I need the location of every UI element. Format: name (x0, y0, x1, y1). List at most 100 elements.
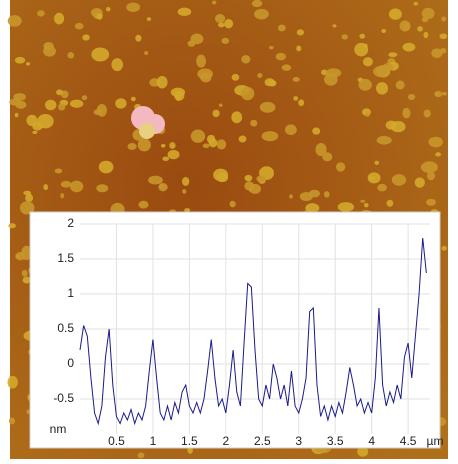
feature (8, 417, 16, 425)
x-tick-label: 0.5 (108, 434, 125, 448)
feature (60, 180, 72, 188)
feature (135, 34, 142, 42)
feature (249, 183, 261, 194)
feature (305, 203, 320, 213)
feature (187, 446, 193, 454)
feature (58, 103, 66, 111)
x-tick-label: 4 (368, 434, 375, 448)
feature (7, 375, 18, 389)
feature (423, 109, 431, 118)
y-tick-label: 1.5 (57, 251, 74, 265)
feature (374, 160, 380, 165)
feature (277, 24, 286, 32)
feature (275, 52, 287, 61)
feature (298, 99, 305, 107)
feature (441, 16, 447, 22)
feature (162, 156, 170, 162)
feature (190, 33, 204, 45)
feature (43, 41, 54, 50)
feature (54, 12, 65, 25)
feature (360, 199, 366, 203)
feature (15, 100, 27, 109)
x-axis-label: µm (427, 434, 444, 448)
y-tick-label: 0 (67, 356, 74, 370)
feature (292, 76, 300, 82)
feature (26, 114, 38, 127)
feature (25, 193, 34, 203)
feature (82, 34, 90, 41)
x-tick-label: 1.5 (181, 434, 198, 448)
feature (341, 34, 348, 40)
feature (216, 172, 229, 183)
feature (137, 138, 151, 152)
feature (359, 33, 366, 39)
feature (105, 6, 111, 12)
feature (182, 189, 187, 194)
feature (414, 177, 425, 188)
feature (421, 16, 429, 23)
feature (240, 86, 255, 101)
feature (37, 10, 45, 17)
feature (224, 18, 234, 29)
feature (96, 13, 103, 20)
feature (268, 80, 277, 87)
feature (81, 95, 88, 101)
feature (144, 50, 149, 55)
y-tick-label: -0.5 (53, 391, 74, 405)
feature (244, 174, 253, 182)
feature (21, 269, 28, 277)
feature (44, 99, 57, 111)
feature (148, 175, 163, 185)
feature (248, 187, 252, 192)
feature (231, 73, 240, 81)
feature (296, 29, 305, 36)
feature (208, 138, 218, 148)
feature (241, 55, 251, 64)
feature (362, 57, 373, 67)
x-tick-label: 3 (295, 434, 302, 448)
feature (322, 152, 333, 162)
feature (156, 75, 168, 89)
feature (289, 194, 293, 199)
feature (37, 113, 54, 129)
feature (369, 176, 376, 181)
feature (402, 42, 416, 52)
feature (184, 208, 191, 213)
feature (8, 223, 16, 229)
particle (131, 106, 165, 139)
feature (386, 199, 394, 207)
feature (428, 136, 443, 148)
feature (365, 113, 370, 117)
feature (221, 37, 230, 44)
feature (169, 142, 176, 149)
feature (434, 90, 443, 98)
feature (160, 143, 166, 148)
feature (435, 152, 442, 157)
feature (32, 130, 38, 134)
feature (337, 202, 355, 212)
feature (382, 63, 394, 72)
feature (257, 72, 263, 79)
feature (315, 143, 327, 157)
feature (14, 56, 26, 64)
feature (324, 73, 338, 86)
y-tick-label: 2 (67, 216, 74, 230)
feature (332, 24, 337, 28)
feature (69, 99, 84, 108)
feature (402, 107, 411, 119)
feature (426, 171, 436, 181)
feature (296, 45, 302, 52)
profile-panel (29, 211, 441, 449)
feature (390, 120, 406, 133)
feature (256, 175, 266, 183)
feature (159, 183, 165, 189)
feature (56, 89, 63, 96)
feature (26, 62, 31, 66)
feature (138, 200, 149, 209)
feature (407, 93, 416, 101)
feature (43, 184, 49, 191)
feature (111, 58, 124, 72)
feature (358, 78, 372, 91)
x-tick-label: 4.5 (400, 434, 417, 448)
feature (137, 452, 145, 459)
